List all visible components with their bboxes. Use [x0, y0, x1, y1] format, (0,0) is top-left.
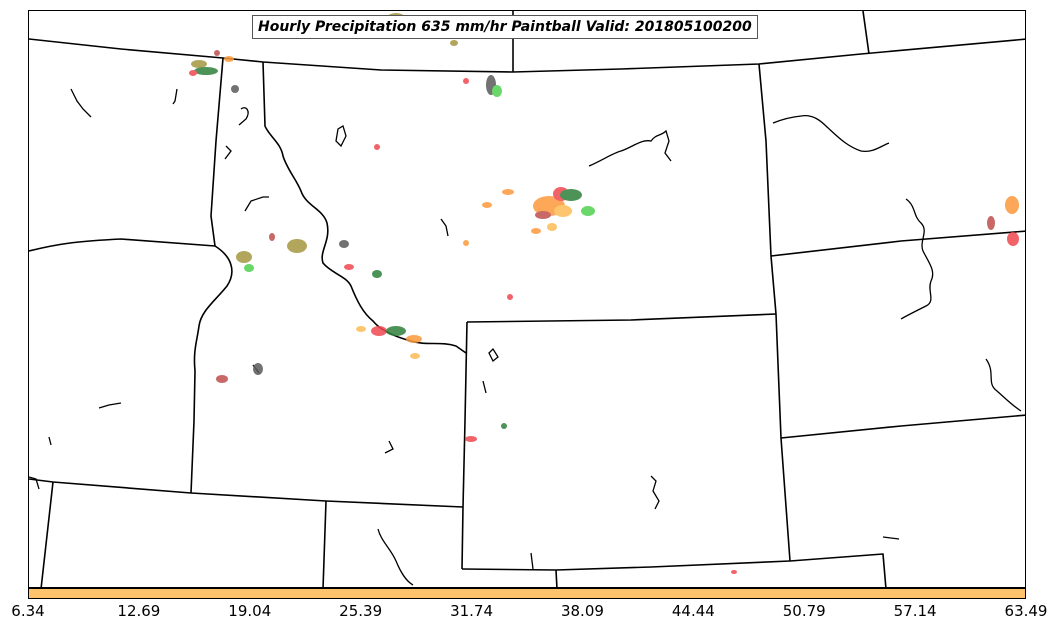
lake [482, 380, 487, 394]
precip-blob [492, 85, 502, 97]
precip-blob [554, 205, 572, 217]
lake-oahe-south [985, 358, 1022, 412]
state-line-wy-south [461, 560, 791, 571]
precip-blob [1005, 196, 1019, 214]
precip-blob [731, 570, 737, 574]
precip-blob [189, 70, 197, 76]
colorbar-tick-label: 50.79 [782, 602, 826, 620]
precip-blob [372, 270, 382, 278]
lake [335, 125, 347, 148]
state-line-nd-sd [770, 230, 1025, 257]
state-line-wa-id [210, 57, 224, 247]
state-line-mt-wy [466, 313, 777, 323]
great-salt-lake [377, 528, 414, 586]
precip-blob [344, 264, 354, 270]
lake-sakakawea [772, 115, 890, 153]
lake [70, 88, 92, 118]
precip-blob [463, 240, 469, 246]
state-line-mt-nd [758, 63, 777, 315]
precip-blob [269, 233, 275, 241]
precip-blob [216, 375, 228, 383]
precip-blob [581, 206, 595, 216]
state-line-ne-co [789, 553, 887, 587]
lake [244, 196, 269, 212]
colorbar-tick-label: 25.39 [339, 602, 383, 620]
precip-blob [339, 240, 349, 248]
precip-blob [535, 211, 551, 219]
colorbar-tick-label: 31.74 [450, 602, 494, 620]
lake [488, 347, 499, 363]
precip-blob [507, 294, 513, 300]
colorbar-tick-label: 63.49 [1004, 602, 1048, 620]
precip-blob [463, 78, 469, 84]
colorbar [28, 588, 1026, 599]
precip-blob [231, 85, 239, 93]
precip-blob [236, 251, 252, 263]
colorbar-tick-label: 6.34 [11, 602, 45, 620]
precip-blob [450, 40, 458, 46]
colorbar-tick-label: 38.09 [560, 602, 604, 620]
state-boundary-map [29, 11, 1025, 587]
province-line [862, 11, 870, 55]
lake [650, 475, 660, 510]
precip-blob [406, 335, 422, 343]
precip-blob [244, 264, 254, 272]
missouri-river [900, 198, 934, 320]
precip-blob [191, 60, 207, 68]
precip-blob [386, 326, 406, 336]
lake [384, 440, 394, 454]
colorbar-tick-label: 19.04 [228, 602, 272, 620]
state-line-nv-ut [322, 500, 327, 587]
state-line-id-south [190, 492, 464, 508]
lake [882, 536, 900, 540]
colorbar-tick-label: 44.44 [671, 602, 715, 620]
precip-blob [371, 326, 387, 336]
precip-blob [987, 216, 995, 230]
lake [172, 88, 178, 105]
precip-blob [560, 189, 582, 201]
lake [98, 402, 122, 409]
precip-blob [531, 228, 541, 234]
state-line-wy-west [461, 321, 468, 570]
map-title: Hourly Precipitation 635 mm/hr Paintball… [252, 15, 758, 39]
colorbar-tick-label: 12.69 [117, 602, 161, 620]
colorbar-tick-label: 57.14 [893, 602, 937, 620]
precip-blob [214, 50, 220, 56]
precip-blob [482, 202, 492, 208]
fort-peck-lake [588, 129, 672, 167]
precip-blob [224, 56, 234, 62]
state-line-id-mt [262, 61, 467, 354]
precip-blob [1007, 232, 1019, 246]
precip-blob [465, 436, 477, 442]
precip-blob [356, 326, 366, 332]
state-line-wa-or [29, 238, 216, 252]
state-line-sd-ne [780, 414, 1025, 439]
state-line-ca-nv [40, 481, 54, 587]
lake [48, 436, 52, 446]
lake [440, 218, 449, 237]
state-line-or-id [190, 245, 233, 494]
northern-border [29, 38, 1025, 73]
precipitation-paintball [189, 13, 1019, 574]
lake [224, 145, 232, 160]
lake [29, 476, 40, 490]
state-line-ut-co [555, 569, 558, 587]
precip-blob [374, 144, 380, 150]
precip-blob [410, 353, 420, 359]
map-frame [28, 10, 1026, 588]
precip-blob [287, 239, 307, 253]
colorbar-ticks: 6.34 12.69 19.04 25.39 31.74 38.09 44.44 50.79 5… [0, 599, 1060, 633]
precip-blob [194, 67, 218, 75]
precip-blob [501, 423, 507, 429]
lake [238, 107, 249, 126]
lake [530, 552, 534, 570]
precip-blob [253, 363, 263, 375]
precip-blob [502, 189, 514, 195]
precip-blob [547, 223, 557, 231]
